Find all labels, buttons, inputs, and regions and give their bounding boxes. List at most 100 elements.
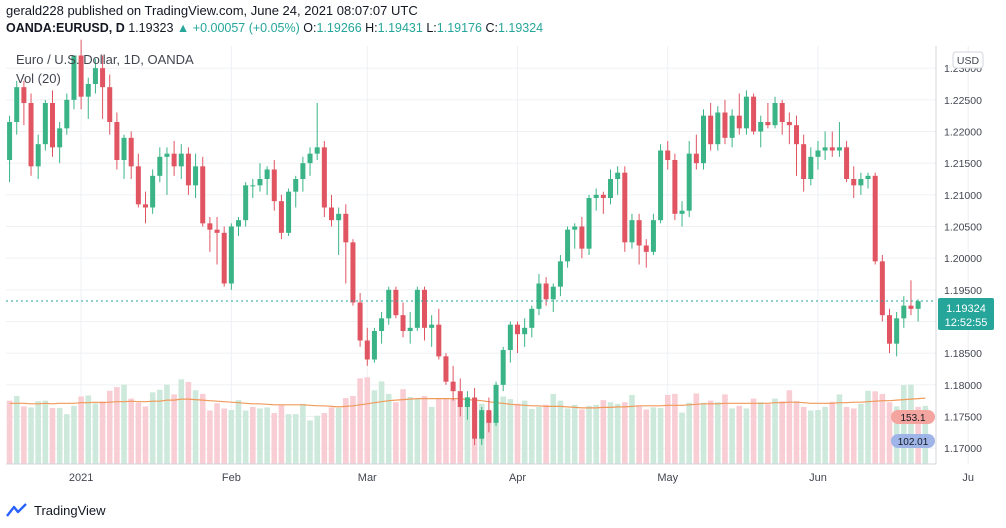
volume-bar [829,401,836,464]
volume-bar [571,404,578,464]
low-label: L: [426,21,437,35]
price-axis[interactable]: 1.170001.175001.180001.185001.190001.195… [944,63,982,455]
time-tick-label: Jun [809,472,827,484]
candle [493,381,499,426]
volume-bar [500,396,506,464]
candle [92,58,98,94]
candle [514,321,521,354]
volume-bar [600,400,607,464]
candle [364,327,370,366]
volume-bar [421,395,428,464]
candle [321,141,327,217]
volume-bar [192,390,199,464]
brand-name: TradingView [34,502,106,518]
candle [464,391,470,420]
volume-bar [13,395,20,464]
symbol-name[interactable]: OANDA:EURUSD, D [6,21,125,35]
candle [686,141,692,217]
candle [636,213,642,265]
volume-bar [722,394,728,464]
volume-bar [858,403,864,464]
candle [886,308,893,354]
candle [915,299,921,322]
candle [851,166,857,198]
volume-bar [808,410,814,464]
volume-bar [321,413,328,464]
time-tick-label: May [657,472,678,484]
volume-bar [636,406,642,464]
close-label: C: [485,21,498,35]
candle [185,147,191,195]
volume-tag-2-value: 102.01 [898,437,929,448]
candle [150,169,156,214]
volume-bar [228,410,235,464]
volume-bar [250,406,256,464]
candle [214,217,220,265]
candle [200,156,206,227]
volume-bar [221,408,227,464]
candle [844,141,850,183]
volume-bar [750,398,757,464]
candle [357,293,363,347]
candle [135,153,141,208]
volume-bar [865,390,871,464]
tradingview-logo[interactable]: TradingView [6,500,106,520]
candle [178,144,184,179]
candle [85,77,91,119]
candle [243,182,249,227]
volume-bar [314,415,320,464]
time-tick-label: Feb [222,472,241,484]
volume-bar [64,414,70,464]
candle [386,286,392,325]
candle [786,112,792,145]
volume-bar [879,393,886,464]
volume-bar [786,390,793,464]
candle [257,163,263,192]
volume-bar [235,400,242,464]
candle [14,80,20,135]
volume-bar [135,402,142,464]
candle [128,131,134,179]
candle [407,312,413,344]
volume-bar [414,398,421,464]
volume-bar [629,394,635,464]
candle [49,90,56,157]
volume-bar [579,409,585,464]
candle [529,305,535,338]
time-axis[interactable]: 2021 Feb Mar Apr May Jun Ju [69,472,974,484]
volume-bar [486,412,492,464]
candle [300,156,306,192]
volume-bar [71,405,77,464]
candle [522,318,528,347]
price-tick-label: 1.19500 [944,285,982,297]
volume-bar [364,377,371,464]
volume-bar [664,394,671,464]
volume-bar [507,399,514,464]
candle [336,207,342,255]
volume-bar [378,381,385,464]
time-tick-label: 2021 [69,472,93,484]
time-tick-label: Mar [358,472,377,484]
candle [765,103,771,129]
candle [264,166,270,195]
volume-bar [836,394,843,464]
candle [486,397,492,433]
volume-bar [28,407,34,464]
price-tick-label: 1.17500 [944,412,982,424]
candle [328,194,335,227]
volume-bar [686,402,692,464]
volume-indicator-label[interactable]: Vol (20) [16,71,61,86]
volume-bar [614,403,621,464]
volume-bar [843,406,850,464]
high-label: H: [365,21,378,35]
candle [779,99,785,135]
candle [536,274,542,316]
volume-bar [114,387,120,464]
volume-bar [271,413,278,464]
candle [400,302,406,338]
volume-bar [536,406,542,464]
candle [836,122,842,157]
currency-badge[interactable]: USD [952,51,984,69]
candle [665,141,671,170]
